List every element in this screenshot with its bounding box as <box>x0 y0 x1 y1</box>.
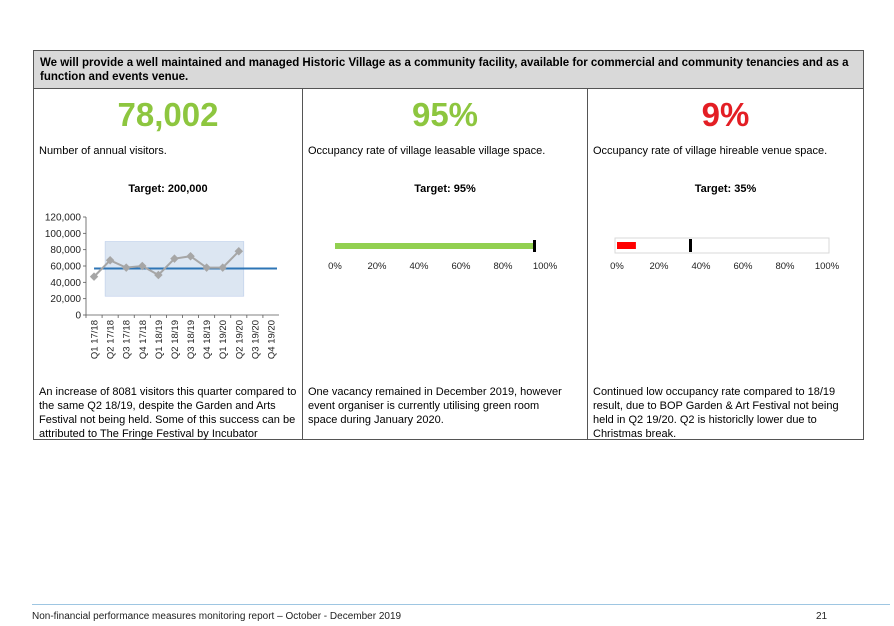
data-point <box>154 270 163 280</box>
y-tick-label: 20,000 <box>50 294 81 305</box>
measure-value: 78,002 <box>117 96 219 133</box>
x-tick-label: Q1 17/18 <box>90 320 101 359</box>
measure-comment: One vacancy remained in December 2019, h… <box>308 386 562 426</box>
x-tick-label: 60% <box>733 261 753 272</box>
data-point <box>202 263 211 272</box>
measure-description: Number of annual visitors. <box>39 145 167 157</box>
data-point <box>138 261 147 271</box>
x-tick-label: 80% <box>493 261 513 272</box>
visitors-line-chart: 0 20,000 40,000 60,000 80,000 100,000 120,000 Q… <box>45 213 279 359</box>
objective-header: We will provide a well maintained and ma… <box>34 51 863 89</box>
x-tick-label: Q2 19/20 <box>234 320 245 359</box>
x-tick-label: 100% <box>815 261 840 272</box>
measure-comment: Continued low occupancy rate compared to… <box>593 386 839 440</box>
data-point <box>121 263 131 272</box>
x-tick-label: 80% <box>775 261 795 272</box>
x-tick-label: Q4 19/20 <box>266 320 277 359</box>
target-marker <box>689 239 692 252</box>
data-point <box>170 254 179 263</box>
footer-rule <box>32 604 890 605</box>
measure-target: Target: 200,000 <box>128 183 208 195</box>
measure-hireable-occupancy: 9% Occupancy rate of village hireable ve… <box>588 89 863 440</box>
y-tick-label: 80,000 <box>50 245 81 256</box>
visitors-series-line <box>93 250 240 278</box>
x-tick-label: 60% <box>451 261 471 272</box>
page-number: 21 <box>816 611 828 622</box>
x-tick-label: 100% <box>533 261 558 272</box>
measure-description: Occupancy rate of village hireable venue… <box>593 145 828 157</box>
x-tick-label: 0% <box>328 261 342 272</box>
target-marker <box>533 240 536 252</box>
data-point <box>186 251 195 261</box>
measure-visitors: 78,002 Number of annual visitors. Target… <box>34 89 303 440</box>
y-tick-label: 0 <box>75 311 81 322</box>
value-bar <box>617 242 636 249</box>
footer-text: Non-financial performance measures monit… <box>32 611 402 622</box>
x-tick-label: 20% <box>649 261 669 272</box>
data-point <box>218 263 227 272</box>
x-tick-label: Q1 19/20 <box>218 320 229 359</box>
y-tick-label: 120,000 <box>45 213 82 224</box>
bar-frame <box>614 237 830 254</box>
leasable-occupancy-bar-chart: 0% 20% 40% 60% 80% 100% <box>328 240 558 272</box>
value-bar <box>335 243 535 249</box>
x-tick-label: Q3 17/18 <box>122 320 133 359</box>
measure-comment: An increase of 8081 visitors this quarte… <box>39 386 297 440</box>
x-tick-label: Q2 18/19 <box>170 320 181 359</box>
data-point <box>234 247 244 256</box>
y-tick-label: 60,000 <box>50 262 81 273</box>
measure-value: 95% <box>411 96 479 133</box>
y-tick-label: 100,000 <box>45 229 82 240</box>
x-tick-label: Q1 18/19 <box>154 320 165 359</box>
data-point <box>105 256 115 265</box>
x-tick-label: 40% <box>409 261 429 272</box>
x-tick-label: Q3 18/19 <box>186 320 197 359</box>
data-point <box>89 272 99 281</box>
measure-description: Occupancy rate of village leasable villa… <box>308 145 546 157</box>
x-tick-label: 20% <box>367 261 387 272</box>
y-tick-label: 40,000 <box>50 278 81 289</box>
measure-leasable-occupancy: 95% Occupancy rate of village leasable v… <box>303 89 588 439</box>
x-tick-label: Q4 18/19 <box>202 320 213 359</box>
x-tick-label: 40% <box>691 261 711 272</box>
x-tick-label: Q2 17/18 <box>106 320 117 359</box>
x-tick-label: Q4 17/18 <box>138 320 149 359</box>
x-tick-label: Q3 19/20 <box>250 320 261 359</box>
measure-table: We will provide a well maintained and ma… <box>33 50 864 440</box>
measure-target: Target: 35% <box>694 183 757 195</box>
measure-target: Target: 95% <box>414 183 476 195</box>
x-tick-label: 0% <box>610 261 624 272</box>
measure-value: 9% <box>701 96 750 133</box>
hireable-occupancy-bar-chart: 0% 20% 40% 60% 80% 100% <box>610 237 840 272</box>
